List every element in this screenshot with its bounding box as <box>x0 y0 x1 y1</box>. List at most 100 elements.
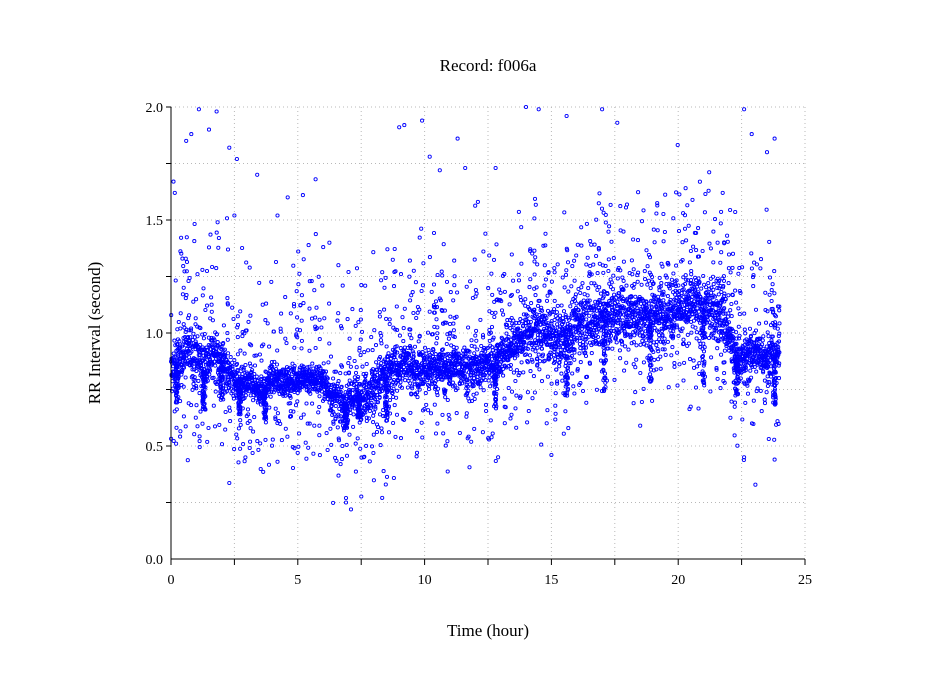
data-point <box>385 375 390 380</box>
data-point <box>565 393 570 398</box>
data-point <box>521 300 526 305</box>
data-point <box>645 264 650 269</box>
data-point <box>645 282 650 287</box>
data-point <box>411 354 416 359</box>
data-point <box>766 436 771 442</box>
data-point <box>681 275 686 280</box>
data-point <box>197 353 203 358</box>
data-point <box>225 371 230 376</box>
data-point <box>538 333 543 338</box>
data-point <box>283 426 288 431</box>
data-point <box>743 368 748 373</box>
data-point <box>617 291 622 296</box>
data-point <box>336 414 341 419</box>
data-point <box>480 333 486 338</box>
data-point <box>777 350 782 355</box>
data-point <box>662 341 667 346</box>
data-point <box>479 350 484 356</box>
data-point <box>729 301 734 307</box>
data-point <box>467 382 473 387</box>
data-point <box>351 412 356 417</box>
data-point <box>419 226 424 231</box>
data-point <box>540 308 545 313</box>
data-point <box>752 340 757 345</box>
data-point <box>212 337 217 342</box>
data-point <box>595 334 601 340</box>
data-point <box>701 341 706 346</box>
data-point <box>524 352 529 357</box>
data-point <box>725 233 730 238</box>
data-point <box>548 337 553 342</box>
data-point <box>520 345 525 350</box>
data-point <box>441 352 446 357</box>
data-point <box>336 379 341 384</box>
data-point <box>412 344 418 349</box>
data-point <box>221 323 226 328</box>
data-point <box>227 382 232 387</box>
data-point <box>452 274 457 279</box>
data-point <box>760 342 765 347</box>
data-point <box>603 332 608 338</box>
data-point <box>299 293 304 298</box>
data-point <box>370 383 375 388</box>
data-point <box>582 331 587 336</box>
data-point <box>343 411 348 416</box>
data-point <box>726 266 731 271</box>
data-point <box>589 308 594 313</box>
data-point <box>294 384 299 389</box>
data-point <box>629 295 634 300</box>
data-point <box>629 324 634 329</box>
data-point <box>492 391 497 396</box>
data-point <box>357 400 362 405</box>
data-point <box>355 395 360 400</box>
data-point <box>203 407 208 412</box>
data-point <box>200 370 205 375</box>
data-point <box>331 376 336 381</box>
data-point <box>329 382 334 388</box>
data-point <box>481 335 486 340</box>
data-point <box>669 277 674 282</box>
data-point <box>206 335 211 340</box>
data-point <box>176 382 181 387</box>
data-point <box>445 469 450 474</box>
data-point <box>648 341 653 346</box>
data-point <box>432 381 437 386</box>
data-point <box>733 386 738 391</box>
data-point <box>401 339 406 344</box>
data-point <box>681 306 687 311</box>
data-point <box>234 361 240 366</box>
data-point <box>706 281 711 286</box>
data-point <box>578 302 583 307</box>
data-point <box>569 329 574 334</box>
data-point <box>358 353 363 358</box>
data-point <box>568 344 574 349</box>
data-point <box>469 338 474 343</box>
data-point <box>769 288 774 293</box>
data-point <box>745 383 750 388</box>
data-point <box>469 439 474 444</box>
data-point <box>518 317 523 322</box>
data-point <box>700 378 705 383</box>
data-point <box>236 402 241 407</box>
data-point <box>735 374 740 379</box>
data-point <box>407 372 412 377</box>
data-point <box>648 375 653 380</box>
data-point <box>323 369 329 374</box>
data-point <box>655 312 660 317</box>
data-point <box>682 290 687 295</box>
data-point <box>317 337 322 342</box>
data-point <box>702 361 707 366</box>
data-point <box>247 445 252 451</box>
data-point <box>316 383 321 388</box>
data-point <box>363 373 368 378</box>
data-point <box>667 286 672 291</box>
data-point <box>592 320 597 325</box>
data-point <box>683 281 688 287</box>
data-point <box>709 331 714 336</box>
data-point <box>565 376 570 381</box>
data-point <box>558 348 563 353</box>
data-point <box>706 292 711 298</box>
data-point <box>565 335 570 340</box>
data-point <box>325 376 330 381</box>
data-point <box>601 345 606 350</box>
